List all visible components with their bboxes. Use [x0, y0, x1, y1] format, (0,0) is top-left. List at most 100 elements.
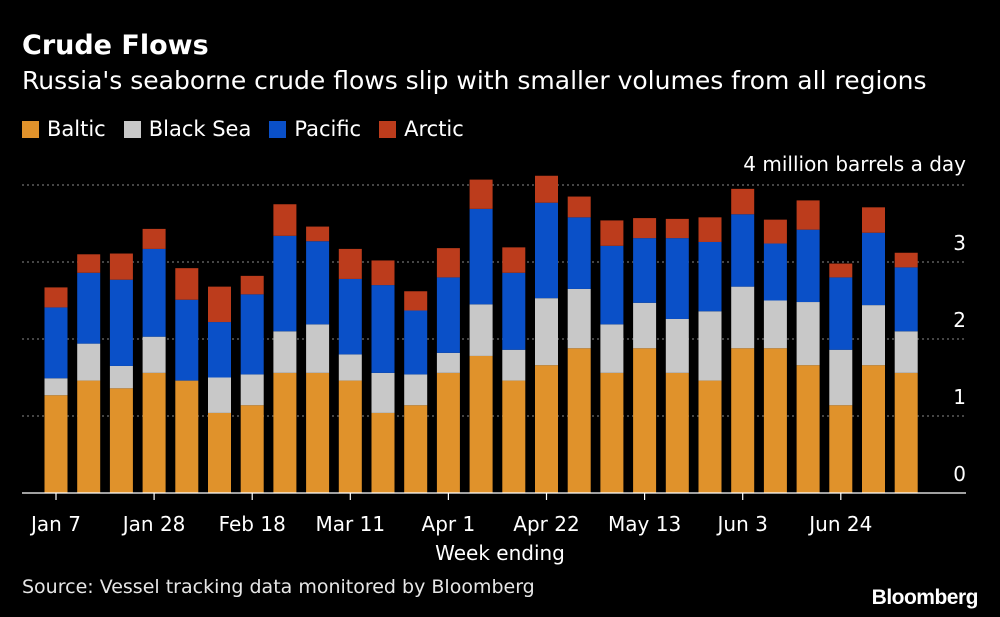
bar-black-sea-1: [44, 378, 68, 396]
bar-black-sea-17: [567, 288, 591, 349]
x-tick-label-3: Feb 18: [219, 512, 286, 536]
bar-arctic-26: [862, 207, 885, 233]
legend-item-pacific: Pacific: [269, 117, 361, 141]
bar-baltic-9: [306, 372, 330, 493]
bar-black-sea-10: [338, 354, 362, 381]
bar-baltic-22: [731, 348, 755, 493]
bar-black-sea-15: [502, 349, 526, 381]
bar-baltic-20: [665, 372, 689, 493]
bar-pacific-2: [77, 272, 101, 344]
bar-baltic-23: [763, 348, 787, 493]
x-tick-label-7: May 13: [608, 512, 681, 536]
bar-black-sea-7: [240, 374, 264, 406]
bars: [44, 175, 918, 493]
bar-black-sea-20: [665, 318, 689, 373]
bar-pacific-17: [567, 217, 591, 289]
legend-label-pacific: Pacific: [294, 117, 362, 141]
y-tick-label-0: 0: [953, 462, 966, 486]
bar-pacific-15: [502, 272, 526, 350]
legend-swatch-pacific: [269, 120, 287, 138]
bar-pacific-14: [469, 208, 493, 305]
bar-black-sea-4: [142, 336, 166, 373]
bar-black-sea-2: [77, 343, 101, 381]
bar-black-sea-18: [600, 324, 624, 373]
legend: Baltic Black Sea Pacific Arctic: [22, 117, 482, 141]
bar-arctic-22: [731, 188, 755, 215]
legend-swatch-black-sea: [123, 120, 141, 138]
bar-arctic-8: [273, 204, 297, 236]
bar-pacific-12: [404, 310, 428, 375]
bar-pacific-11: [371, 285, 395, 373]
bar-pacific-25: [829, 277, 853, 350]
bar-black-sea-14: [469, 304, 493, 356]
legend-label-black-sea: Black Sea: [148, 117, 252, 141]
bloomberg-logo: Bloomberg: [871, 586, 979, 609]
bar-arctic-9: [306, 226, 330, 242]
x-tick-label-9: Jun 24: [807, 512, 872, 536]
bar-baltic-19: [633, 348, 657, 493]
bar-arctic-2: [77, 254, 101, 273]
bar-arctic-6: [208, 286, 231, 323]
bar-arctic-19: [633, 218, 657, 239]
bar-baltic-3: [109, 388, 133, 493]
chart-subtitle: Russia's seaborne crude flows slip with …: [22, 66, 927, 95]
legend-swatch-baltic: [22, 120, 39, 138]
bar-black-sea-3: [109, 365, 133, 389]
bar-baltic-5: [175, 380, 199, 493]
bar-arctic-14: [469, 179, 493, 209]
bar-baltic-4: [142, 372, 166, 493]
x-tick-label-1: Jan 7: [29, 512, 81, 536]
bar-baltic-17: [567, 348, 591, 493]
bar-pacific-16: [535, 202, 558, 299]
bar-black-sea-22: [731, 286, 755, 349]
y-unit-label: 4 million barrels a day: [743, 152, 966, 176]
bar-pacific-26: [862, 232, 885, 306]
bar-black-sea-19: [633, 302, 657, 349]
bar-arctic-15: [502, 247, 526, 273]
bar-pacific-13: [436, 277, 460, 353]
bar-pacific-5: [175, 299, 199, 381]
bar-black-sea-25: [829, 349, 853, 406]
bar-black-sea-21: [698, 311, 722, 381]
legend-swatch-arctic: [379, 120, 397, 138]
bar-pacific-18: [600, 245, 624, 325]
bar-arctic-18: [600, 220, 624, 246]
bar-arctic-1: [44, 287, 68, 308]
bar-black-sea-13: [436, 352, 460, 373]
x-tick-label-4: Mar 11: [316, 512, 386, 536]
bar-arctic-20: [665, 218, 689, 239]
bar-black-sea-24: [796, 302, 820, 366]
bar-baltic-13: [436, 372, 460, 493]
bar-pacific-27: [894, 267, 918, 332]
bar-arctic-16: [535, 175, 558, 203]
bar-arctic-7: [240, 275, 264, 295]
bar-pacific-1: [44, 307, 68, 379]
bar-arctic-21: [698, 217, 722, 242]
bar-black-sea-11: [371, 372, 395, 413]
bar-pacific-20: [665, 238, 689, 319]
bar-arctic-24: [796, 200, 820, 230]
bar-baltic-25: [829, 405, 853, 493]
bar-arctic-3: [109, 253, 133, 280]
bar-baltic-18: [600, 372, 624, 493]
x-tick-label-5: Apr 1: [422, 512, 476, 536]
legend-item-baltic: Baltic: [22, 117, 106, 141]
y-tick-label-2: 2: [953, 308, 966, 332]
y-tick-label-3: 3: [953, 231, 966, 255]
bar-baltic-11: [371, 412, 395, 493]
bar-baltic-24: [796, 365, 820, 493]
bar-arctic-25: [829, 263, 853, 278]
bar-baltic-12: [404, 405, 428, 493]
legend-label-arctic: Arctic: [404, 117, 464, 141]
bar-pacific-21: [698, 241, 722, 312]
bar-baltic-10: [338, 380, 362, 493]
bar-arctic-5: [175, 268, 199, 300]
bar-baltic-27: [894, 372, 918, 493]
bar-pacific-9: [306, 241, 330, 325]
bar-black-sea-26: [862, 305, 885, 366]
bar-baltic-2: [77, 380, 101, 493]
legend-label-baltic: Baltic: [47, 117, 106, 141]
bar-baltic-16: [535, 365, 558, 493]
bar-pacific-4: [142, 248, 166, 337]
